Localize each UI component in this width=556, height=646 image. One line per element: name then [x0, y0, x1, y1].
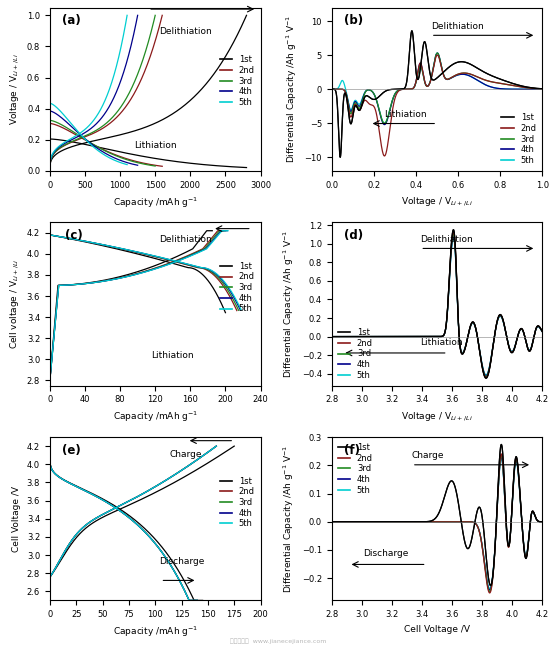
Text: Discharge: Discharge [364, 549, 409, 558]
X-axis label: Capacity /mAh g$^{-1}$: Capacity /mAh g$^{-1}$ [112, 195, 198, 209]
Y-axis label: Differential Capacity /Ah g$^{-1}$ V$^{-1}$: Differential Capacity /Ah g$^{-1}$ V$^{-… [282, 444, 296, 593]
Text: Delithiation: Delithiation [420, 235, 473, 244]
Legend: 1st, 2nd, 3rd, 4th, 5th: 1st, 2nd, 3rd, 4th, 5th [500, 112, 538, 167]
Y-axis label: Voltage / V$_{Li+/Li}$: Voltage / V$_{Li+/Li}$ [8, 54, 21, 125]
Text: Lithiation: Lithiation [151, 351, 193, 360]
Text: Lithiation: Lithiation [134, 141, 177, 150]
X-axis label: Capacity /mAh g$^{-1}$: Capacity /mAh g$^{-1}$ [112, 410, 198, 424]
Y-axis label: Cell voltage / V$_{Li+/Li}$: Cell voltage / V$_{Li+/Li}$ [8, 258, 21, 349]
X-axis label: Capacity /mAh g$^{-1}$: Capacity /mAh g$^{-1}$ [112, 625, 198, 639]
Text: Lithiation: Lithiation [420, 338, 463, 347]
Text: (c): (c) [64, 229, 82, 242]
Text: Discharge: Discharge [160, 557, 205, 567]
Y-axis label: Differential Capacity /Ah g$^{-1}$ V$^{-1}$: Differential Capacity /Ah g$^{-1}$ V$^{-… [285, 15, 299, 163]
Text: Charge: Charge [412, 452, 444, 460]
Text: (a): (a) [62, 14, 81, 27]
Text: Charge: Charge [170, 450, 202, 459]
X-axis label: Voltage / V$_{Li+/Li}$: Voltage / V$_{Li+/Li}$ [401, 410, 473, 422]
Text: 金属检测网  www.jianecejiance.com: 金属检测网 www.jianecejiance.com [230, 638, 326, 644]
Legend: 1st, 2nd, 3rd, 4th, 5th: 1st, 2nd, 3rd, 4th, 5th [336, 326, 375, 382]
Legend: 1st, 2nd, 3rd, 4th, 5th: 1st, 2nd, 3rd, 4th, 5th [218, 260, 256, 315]
Text: (e): (e) [62, 444, 81, 457]
Text: (f): (f) [345, 444, 360, 457]
Text: (d): (d) [345, 229, 364, 242]
Legend: 1st, 2nd, 3rd, 4th, 5th: 1st, 2nd, 3rd, 4th, 5th [218, 54, 256, 109]
Legend: 1st, 2nd, 3rd, 4th, 5th: 1st, 2nd, 3rd, 4th, 5th [336, 441, 375, 496]
Text: Lithiation: Lithiation [384, 110, 427, 119]
Text: Delithiation: Delithiation [160, 26, 212, 36]
Y-axis label: Cell Voltage /V: Cell Voltage /V [12, 486, 21, 552]
Text: (b): (b) [345, 14, 364, 27]
Y-axis label: Differential Capacity /Ah g$^{-1}$ V$^{-1}$: Differential Capacity /Ah g$^{-1}$ V$^{-… [282, 230, 296, 378]
X-axis label: Voltage / V$_{Li+/Li}$: Voltage / V$_{Li+/Li}$ [401, 195, 473, 208]
Legend: 1st, 2nd, 3rd, 4th, 5th: 1st, 2nd, 3rd, 4th, 5th [218, 475, 256, 530]
X-axis label: Cell Voltage /V: Cell Voltage /V [404, 625, 470, 634]
Text: Delithiation: Delithiation [160, 235, 212, 244]
Text: Delithiation: Delithiation [431, 22, 484, 31]
